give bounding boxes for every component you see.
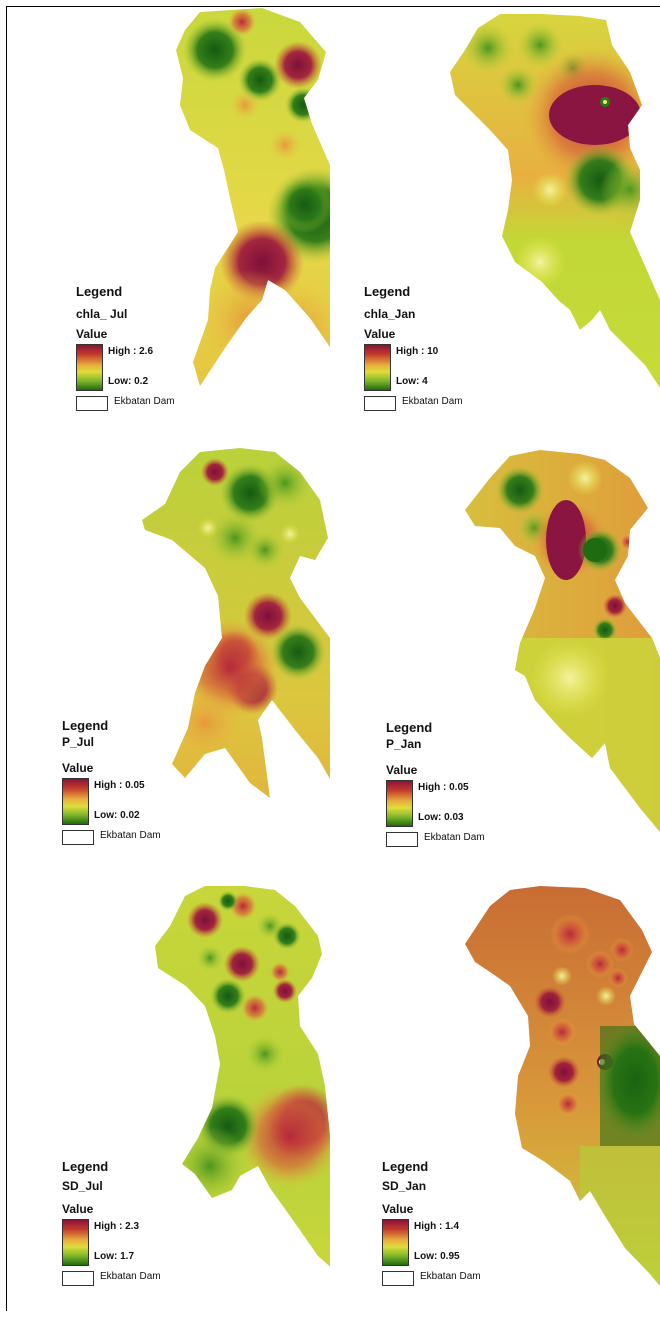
legend-boundary-swatch: [364, 396, 396, 411]
legend-layer-name: P_Jul: [62, 735, 95, 749]
legend-low-label: Low: 0.02: [94, 810, 140, 821]
legend-layer-name: chla_ Jul: [76, 307, 128, 321]
reservoir-map: [465, 450, 660, 838]
legend-high-label: High : 2.3: [94, 1221, 140, 1232]
legend-low-label: Low: 0.95: [414, 1251, 460, 1262]
legend-value-label: Value: [382, 1202, 414, 1216]
legend-color-ramp: [386, 780, 413, 827]
legend-value-label: Value: [62, 761, 94, 775]
map-panel-sd-jan: Legend SD_Jan Value High : 1.4 Low: 0.95…: [330, 876, 660, 1314]
legend-boundary-swatch: [386, 832, 418, 847]
map-panel-p-jan: Legend P_Jan Value High : 0.05 Low: 0.03…: [330, 438, 660, 876]
map-panel-sd-jul: Legend SD_Jul Value High : 2.3 Low: 1.7 …: [0, 876, 330, 1314]
legend: Legend P_Jul Value High : 0.05 Low: 0.02…: [62, 718, 212, 845]
legend-high-label: High : 0.05: [94, 780, 145, 791]
legend-title: Legend: [386, 720, 433, 735]
legend-boundary-swatch: [382, 1271, 414, 1286]
legend-title: Legend: [364, 284, 411, 299]
legend-low-label: Low: 1.7: [94, 1251, 135, 1262]
legend-value-label: Value: [364, 327, 396, 341]
legend-title: Legend: [382, 1159, 429, 1174]
legend-boundary-swatch: [62, 830, 94, 845]
legend-layer-name: chla_Jan: [364, 307, 416, 321]
legend: Legend chla_ Jul Value High : 2.6 Low: 0…: [76, 284, 226, 411]
legend-value-label: Value: [62, 1202, 94, 1216]
reservoir-map: [142, 448, 330, 798]
legend-boundary-label: Ekbatan Dam: [114, 396, 175, 407]
legend-boundary-label: Ekbatan Dam: [420, 1271, 481, 1282]
legend-layer-name: P_Jan: [386, 737, 422, 751]
reservoir-map: [450, 14, 660, 388]
legend: Legend chla_Jan Value High : 10 Low: 4 E…: [364, 284, 514, 411]
legend-boundary-label: Ekbatan Dam: [100, 830, 161, 841]
legend-boundary-swatch: [62, 1271, 94, 1286]
legend-value-label: Value: [386, 763, 418, 777]
figure-frame-left: [6, 6, 7, 1311]
legend: Legend SD_Jul Value High : 2.3 Low: 1.7 …: [62, 1159, 212, 1286]
map-panel-chla-jul: Legend chla_ Jul Value High : 2.6 Low: 0…: [0, 0, 330, 438]
legend-title: Legend: [62, 1159, 109, 1174]
legend-value-label: Value: [76, 327, 108, 341]
legend-boundary-swatch: [76, 396, 108, 411]
legend-low-label: Low: 0.03: [418, 812, 464, 823]
reservoir-map: [465, 886, 660, 1286]
legend-color-ramp: [76, 344, 103, 391]
reservoir-map: [155, 886, 330, 1271]
legend-high-label: High : 1.4: [414, 1221, 460, 1232]
legend-color-ramp: [62, 1219, 89, 1266]
map-panel-p-jul: Legend P_Jul Value High : 0.05 Low: 0.02…: [0, 438, 330, 876]
legend-boundary-label: Ekbatan Dam: [424, 832, 485, 843]
legend: Legend P_Jan Value High : 0.05 Low: 0.03…: [386, 720, 536, 847]
legend-high-label: High : 10: [396, 346, 439, 357]
legend-high-label: High : 2.6: [108, 346, 154, 357]
legend-low-label: Low: 4: [396, 376, 428, 387]
legend-title: Legend: [62, 718, 109, 733]
legend-boundary-label: Ekbatan Dam: [100, 1271, 161, 1282]
legend-title: Legend: [76, 284, 123, 299]
legend-color-ramp: [364, 344, 391, 391]
legend-boundary-label: Ekbatan Dam: [402, 396, 463, 407]
map-panel-chla-jan: Legend chla_Jan Value High : 10 Low: 4 E…: [330, 0, 660, 438]
legend-high-label: High : 0.05: [418, 782, 469, 793]
legend-color-ramp: [382, 1219, 409, 1266]
reservoir-map: [176, 8, 330, 386]
legend-low-label: Low: 0.2: [108, 376, 149, 387]
figure-frame-top: [6, 6, 660, 7]
legend-layer-name: SD_Jan: [382, 1179, 427, 1193]
legend: Legend SD_Jan Value High : 1.4 Low: 0.95…: [382, 1159, 532, 1286]
legend-layer-name: SD_Jul: [62, 1179, 103, 1193]
legend-color-ramp: [62, 778, 89, 825]
